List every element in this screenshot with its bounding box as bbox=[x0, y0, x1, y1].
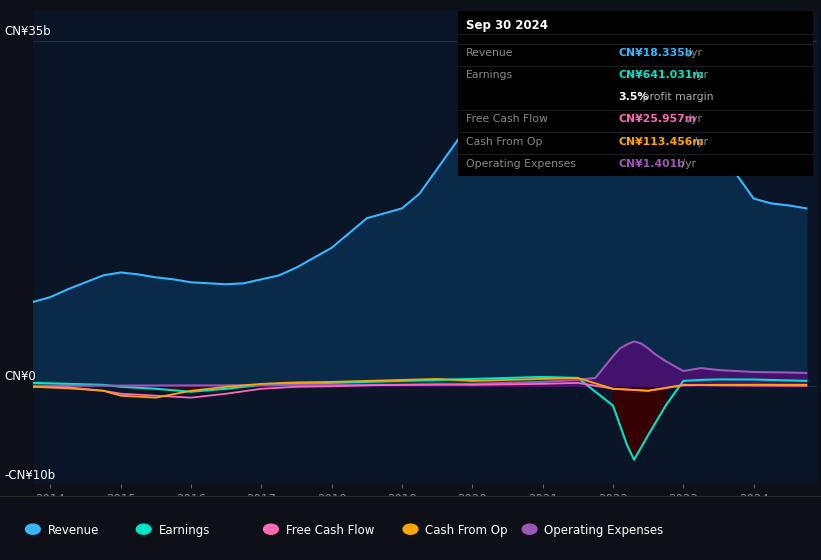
Text: CN¥35b: CN¥35b bbox=[4, 25, 51, 38]
Text: Cash From Op: Cash From Op bbox=[466, 137, 543, 147]
Text: CN¥113.456m: CN¥113.456m bbox=[618, 137, 704, 147]
Text: /yr: /yr bbox=[678, 158, 695, 169]
Text: CN¥25.957m: CN¥25.957m bbox=[618, 114, 696, 124]
Text: Earnings: Earnings bbox=[466, 70, 513, 80]
Text: Free Cash Flow: Free Cash Flow bbox=[466, 114, 548, 124]
Text: Free Cash Flow: Free Cash Flow bbox=[286, 524, 374, 536]
Text: Earnings: Earnings bbox=[158, 524, 210, 536]
Text: Revenue: Revenue bbox=[466, 48, 514, 58]
Text: CN¥1.401b: CN¥1.401b bbox=[618, 158, 685, 169]
Text: /yr: /yr bbox=[684, 114, 702, 124]
Text: Cash From Op: Cash From Op bbox=[425, 524, 507, 536]
Text: profit margin: profit margin bbox=[639, 92, 713, 102]
Text: Operating Expenses: Operating Expenses bbox=[544, 524, 663, 536]
Text: Revenue: Revenue bbox=[48, 524, 99, 536]
Text: CN¥18.335b: CN¥18.335b bbox=[618, 48, 693, 58]
Text: 3.5%: 3.5% bbox=[618, 92, 649, 102]
Text: Operating Expenses: Operating Expenses bbox=[466, 158, 576, 169]
Text: -CN¥10b: -CN¥10b bbox=[4, 469, 55, 482]
Text: /yr: /yr bbox=[690, 137, 708, 147]
Text: CN¥641.031m: CN¥641.031m bbox=[618, 70, 704, 80]
Text: CN¥0: CN¥0 bbox=[4, 370, 36, 383]
Text: /yr: /yr bbox=[690, 70, 708, 80]
Text: Sep 30 2024: Sep 30 2024 bbox=[466, 20, 548, 32]
Text: /yr: /yr bbox=[684, 48, 702, 58]
